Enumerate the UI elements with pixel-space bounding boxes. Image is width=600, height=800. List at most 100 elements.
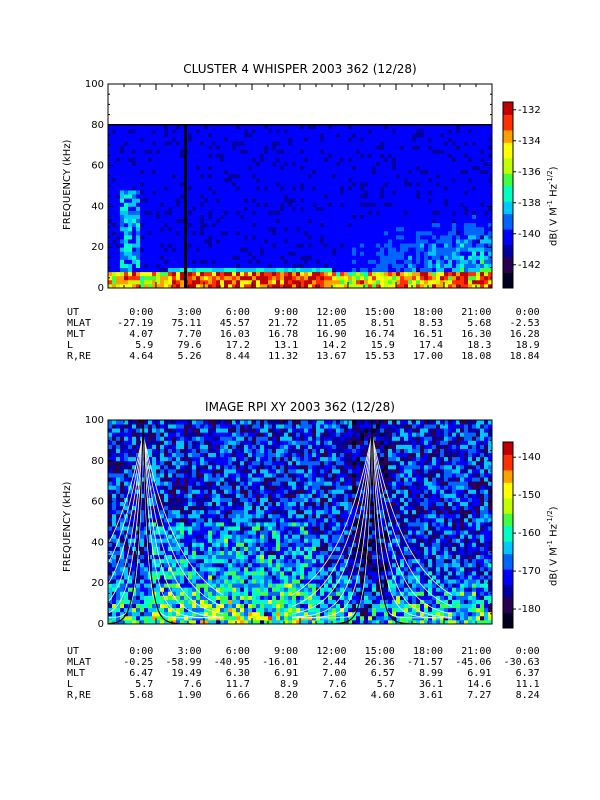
spectrogram-cell [156,587,161,592]
spectrogram-cell [436,210,441,215]
spectrogram-cell [488,243,493,248]
spectrogram-cell [432,128,437,134]
spectrogram-cell [428,271,433,277]
spectrogram-cell [204,279,209,285]
spectrogram-cell [300,153,305,158]
spectrogram-cell [160,128,165,134]
spectrogram-cell [464,283,469,289]
spectrogram-cell [352,226,357,232]
spectrogram-cell [108,485,113,490]
spectrogram-cell [412,206,417,211]
eph-label: L [67,340,74,351]
spectrogram-cell [324,226,329,232]
spectrogram-cell [196,283,201,289]
spectrogram-cell [172,587,177,592]
spectrogram-cell [328,141,333,146]
spectrogram-cell [264,181,269,187]
spectrogram-cell [192,194,197,199]
spectrogram-cell [124,161,129,166]
spectrogram-cell [268,206,273,211]
spectrogram-cell [176,493,181,498]
spectrogram-cell [232,275,237,281]
spectrogram-cell [388,145,393,150]
spectrogram-cell [204,165,209,171]
spectrogram-cell [228,234,233,240]
spectrogram-cell [324,218,329,224]
spectrogram-cell [400,247,405,252]
spectrogram-cell [304,186,309,191]
spectrogram-cell [332,177,337,183]
spectrogram-cell [392,255,397,260]
spectrogram-cell [136,579,141,584]
spectrogram-cell [296,222,301,228]
spectrogram-cell [264,165,269,171]
spectrogram-cell [200,153,205,158]
spectrogram-cell [276,251,281,256]
spectrogram-cell [332,194,337,199]
spectrogram-cell [176,202,181,207]
spectrogram-cell [200,259,205,264]
spectrogram-cell [292,234,297,240]
spectrogram-cell [148,497,153,502]
spectrogram-cell [436,247,441,252]
spectrogram-cell [308,128,313,134]
spectrogram-cell [456,186,461,191]
spectrogram-cell [464,157,469,162]
spectrogram-cell [328,149,333,154]
spectrogram-cell [172,181,177,187]
spectrogram-cell [120,570,125,576]
spectrogram-cell [480,222,485,228]
spectrogram-cell [308,141,313,146]
spectrogram-cell [412,186,417,191]
spectrogram-cell [392,251,397,256]
spectrogram-cell [336,181,341,187]
spectrogram-cell [176,509,181,515]
spectrogram-cell [164,226,169,232]
spectrogram-cell [120,165,125,171]
spectrogram-cell [460,169,465,175]
spectrogram-cell [140,279,145,285]
spectrogram-cell [476,251,481,256]
spectrogram-cell [488,157,493,162]
spectrogram-cell [272,243,277,248]
spectrogram-cell [112,247,117,252]
panel1-colorbar-cell [503,232,513,236]
spectrogram-cell [304,239,309,244]
spectrogram-cell [336,271,341,277]
spectrogram-cell [228,279,233,285]
spectrogram-cell [156,210,161,215]
spectrogram-cell [316,263,321,268]
spectrogram-cell [256,198,261,203]
spectrogram-cell [240,247,245,252]
spectrogram-cell [488,251,493,256]
spectrogram-cell [296,251,301,256]
spectrogram-cell [136,190,141,195]
spectrogram-cell [108,149,113,154]
spectrogram-cell [232,214,237,220]
spectrogram-cell [444,173,449,179]
spectrogram-cell [112,432,117,437]
spectrogram-cell [120,222,125,228]
spectrogram-cell [280,210,285,215]
spectrogram-cell [404,177,409,183]
spectrogram-cell [352,173,357,179]
spectrogram-cell [272,275,277,281]
spectrogram-cell [204,169,209,175]
spectrogram-cell [464,141,469,146]
spectrogram-cell [456,190,461,195]
spectrogram-cell [484,190,489,195]
spectrogram-cell [212,137,217,142]
spectrogram-cell [276,190,281,195]
spectrogram-cell [356,259,361,264]
spectrogram-cell [236,255,241,260]
spectrogram-cell [176,468,181,474]
spectrogram-cell [304,210,309,215]
spectrogram-cell [336,161,341,166]
spectrogram-cell [412,230,417,236]
spectrogram-cell [400,161,405,166]
spectrogram-cell [448,255,453,260]
spectrogram-cell [108,473,113,478]
spectrogram-cell [120,546,125,551]
spectrogram-cell [136,271,141,277]
spectrogram-cell [428,141,433,146]
